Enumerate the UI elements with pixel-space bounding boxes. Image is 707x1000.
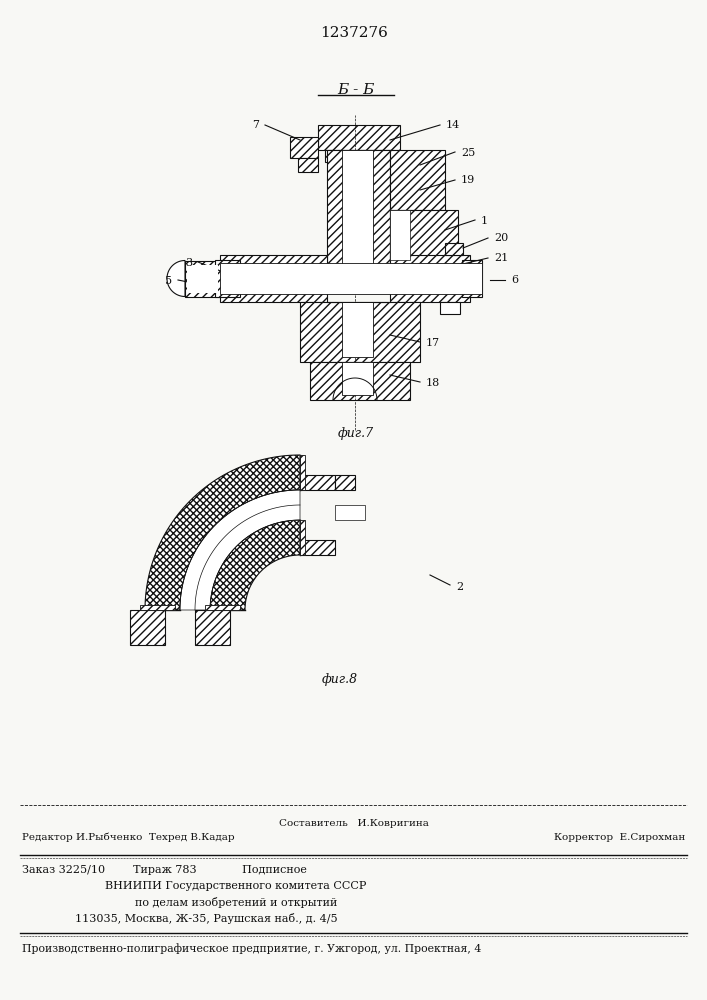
Bar xyxy=(187,264,218,292)
Bar xyxy=(290,137,318,158)
Bar xyxy=(445,243,463,255)
Bar xyxy=(342,150,373,275)
Polygon shape xyxy=(145,455,300,610)
Bar xyxy=(325,150,393,162)
Text: Заказ 3225/10        Тираж 783             Подписное: Заказ 3225/10 Тираж 783 Подписное xyxy=(22,865,307,875)
Bar xyxy=(390,210,458,265)
Polygon shape xyxy=(210,520,300,610)
Text: 14: 14 xyxy=(446,120,460,130)
Text: 5: 5 xyxy=(165,276,172,286)
Bar xyxy=(335,475,355,490)
Text: 21: 21 xyxy=(494,253,508,263)
Text: 25: 25 xyxy=(461,148,475,158)
Text: ВНИИПИ Государственного комитета СССР: ВНИИПИ Государственного комитета СССР xyxy=(105,881,366,891)
Text: 19: 19 xyxy=(461,175,475,185)
Bar xyxy=(335,505,365,520)
Bar xyxy=(318,125,400,150)
Bar xyxy=(300,520,305,555)
Text: 1237276: 1237276 xyxy=(320,26,388,40)
Bar xyxy=(462,260,482,297)
Bar xyxy=(300,302,420,362)
Text: 1: 1 xyxy=(481,216,488,226)
Bar xyxy=(390,255,470,302)
Bar xyxy=(390,210,410,260)
Bar xyxy=(300,540,335,555)
Bar xyxy=(220,263,482,294)
Text: Б - Б: Б - Б xyxy=(337,83,375,97)
Bar xyxy=(140,605,175,610)
Text: 20: 20 xyxy=(494,233,508,243)
Bar xyxy=(298,158,318,172)
Polygon shape xyxy=(180,490,300,610)
Bar xyxy=(220,255,327,302)
Bar xyxy=(440,302,460,314)
Bar xyxy=(130,610,165,645)
Bar xyxy=(215,260,240,297)
Text: 3: 3 xyxy=(185,258,192,268)
Text: 18: 18 xyxy=(426,378,440,388)
Text: Производственно-полиграфическое предприятие, г. Ужгород, ул. Проектная, 4: Производственно-полиграфическое предприя… xyxy=(22,943,481,954)
Text: 7: 7 xyxy=(252,120,259,130)
Bar xyxy=(195,610,230,645)
Polygon shape xyxy=(167,260,185,296)
Text: фиг.7: фиг.7 xyxy=(338,426,374,440)
Bar xyxy=(205,605,240,610)
Text: 17: 17 xyxy=(426,338,440,348)
Text: 2: 2 xyxy=(456,582,463,592)
Text: по делам изобретений и открытий: по делам изобретений и открытий xyxy=(135,897,337,908)
Text: фиг.8: фиг.8 xyxy=(322,674,358,686)
Text: Составитель   И.Ковригина: Составитель И.Ковригина xyxy=(279,819,429,828)
Bar xyxy=(300,475,335,490)
Bar xyxy=(390,150,445,210)
Text: 6: 6 xyxy=(511,275,518,285)
Bar xyxy=(310,362,410,400)
Text: Корректор  Е.Сирохман: Корректор Е.Сирохман xyxy=(554,833,685,842)
Bar xyxy=(342,302,373,357)
Bar xyxy=(300,455,305,490)
Text: 113035, Москва, Ж-35, Раушская наб., д. 4/5: 113035, Москва, Ж-35, Раушская наб., д. … xyxy=(75,913,338,924)
Text: Редактор И.Рыбченко  Техред В.Кадар: Редактор И.Рыбченко Техред В.Кадар xyxy=(22,833,235,842)
Bar xyxy=(185,260,220,296)
Bar xyxy=(342,362,373,395)
Bar xyxy=(327,150,390,280)
